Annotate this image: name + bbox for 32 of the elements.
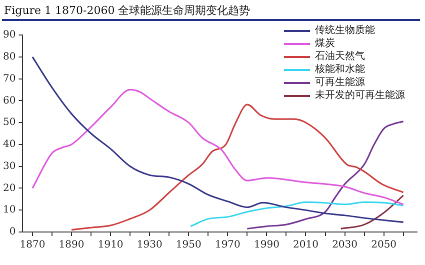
legend-label: 煤炭 [315,37,335,50]
x-tick-label: 1910 [98,240,124,251]
x-tick-label: 1970 [214,240,240,251]
legend-label: 传统生物质能 [315,24,375,37]
y-tick-label: 10 [2,204,16,216]
legend-label: 核能和水能 [315,63,365,76]
line-series [70,104,404,231]
line-series [190,201,404,228]
x-tick-label: 2010 [293,240,318,251]
y-tick-label: 20 [2,182,16,194]
y-tick-label: 50 [2,117,16,128]
chart-title: Figure 1 1870-2060 全球能源生命周期变化趋势 [4,3,250,18]
legend-label: 可再生能源 [315,76,365,89]
y-tick-label: 30 [2,160,16,172]
x-tick-label: 1890 [58,240,84,251]
line-series [246,120,404,230]
legend-label: 未开发的可再生能源 [315,89,405,102]
legend-label: 石油天然气 [315,50,365,63]
line-series [340,194,404,230]
y-tick-label: 90 [2,30,16,41]
y-tick-label: 70 [2,73,16,84]
line-series [32,88,404,206]
x-tick-label: 1950 [176,240,202,251]
y-tick-label: 60 [2,95,16,106]
x-tick-label: 1990 [254,240,280,251]
x-tick-label: 2050 [371,240,397,251]
y-tick-label: 80 [2,51,16,62]
x-tick-label: 1870 [20,240,46,251]
y-tick-label: 40 [2,139,16,150]
y-tick-label: 0 [9,226,16,238]
x-tick-label: 2030 [332,240,358,251]
x-tick-label: 1930 [136,240,162,251]
